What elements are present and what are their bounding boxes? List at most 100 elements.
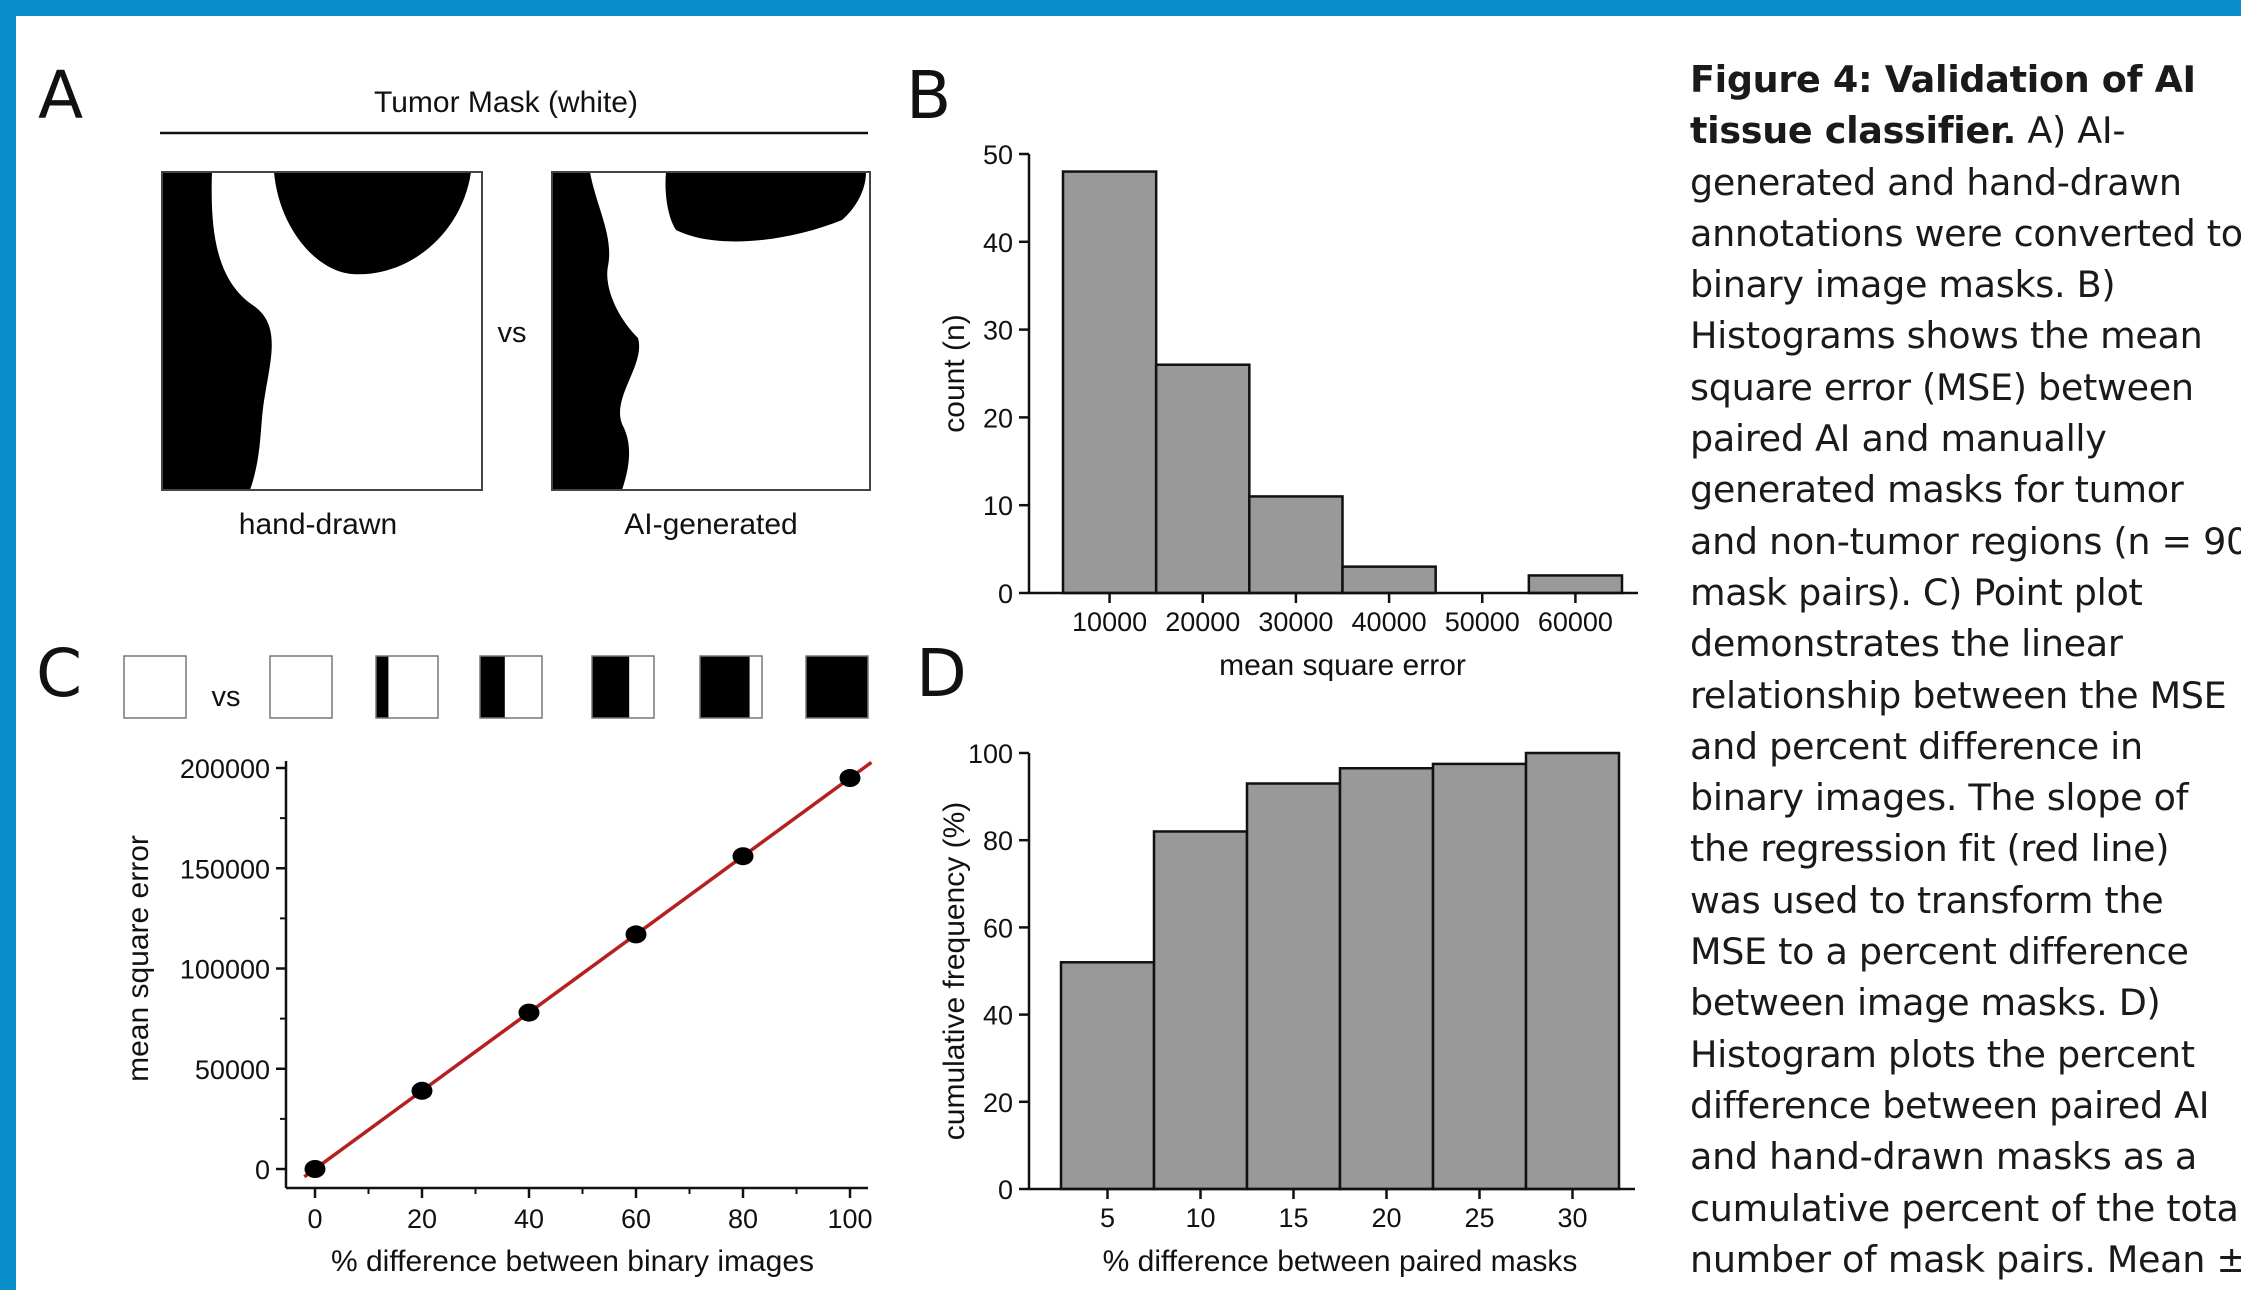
y-tick-label: 0	[998, 579, 1013, 609]
bar-25	[1431, 762, 1528, 1191]
mask-square-border	[123, 655, 187, 719]
y-tick-label: 150000	[180, 854, 270, 884]
x-axis-title: % difference between binary images	[331, 1245, 814, 1278]
panel-a-header: Tumor Mask (white)	[374, 86, 638, 119]
bar-30000	[1248, 495, 1344, 595]
y-tick-label: 40	[983, 1001, 1013, 1031]
data-point	[304, 1160, 326, 1178]
mask-square-1	[269, 655, 333, 719]
y-tick-label: 0	[255, 1155, 270, 1185]
x-tick-label: 10000	[1072, 607, 1147, 637]
mask-square-fill	[376, 656, 389, 718]
x-tick-label: 15	[1278, 1203, 1308, 1233]
data-point	[518, 1003, 540, 1022]
data-point	[625, 925, 647, 944]
y-tick-label: 100000	[180, 955, 270, 985]
mask-square-border	[375, 655, 439, 719]
caption-body: A) AI-generated and hand-drawn annotatio…	[1690, 109, 2241, 1290]
x-tick-label: 100	[827, 1204, 872, 1234]
mask-square-3	[479, 655, 543, 719]
mask-square-border	[479, 655, 543, 719]
figure-panels: A B C D Tumor Mask (white) vs hand-drawn…	[36, 57, 1638, 1278]
ai-generated-label: AI-generated	[624, 508, 797, 541]
mask-square-bg	[124, 656, 186, 718]
x-tick-label: 60	[621, 1204, 651, 1234]
panel-label-b: B	[906, 57, 951, 134]
y-tick-label: 50	[983, 140, 1013, 170]
mask-square-0	[123, 655, 187, 719]
chart-b-mse-histogram: 0 10 20 30 40 50 10000 20000 30000 40000 50000 6000…	[938, 140, 1638, 682]
x-tick-label: 30	[1557, 1203, 1587, 1233]
mask-square-border	[269, 655, 333, 719]
panel-label-a: A	[38, 57, 83, 134]
x-tick-label: 20	[407, 1204, 437, 1234]
mask-square-fill	[700, 656, 750, 718]
mask-square-bg	[270, 656, 332, 718]
x-tick-label: 80	[728, 1204, 758, 1234]
y-tick-label: 60	[983, 913, 1013, 943]
mask-square-fill	[480, 656, 505, 718]
mask-square-fill	[806, 656, 868, 718]
panel-c-mask-strip: vs	[123, 655, 869, 719]
y-axis-title: cumulative frequency (%)	[938, 802, 971, 1140]
x-axis-title: mean square error	[1219, 649, 1466, 682]
x-tick-label: 0	[307, 1204, 322, 1234]
bar-60000	[1527, 574, 1624, 595]
x-tick-label: 20000	[1165, 607, 1240, 637]
bar-5	[1059, 961, 1156, 1191]
chart-c-mse-vs-difference: 0 50000 100000 150000 200000 0 20 40 60 80 100 % di…	[122, 754, 873, 1278]
y-tick-label: 20	[983, 1088, 1013, 1118]
mask-square-4	[591, 655, 655, 719]
bar-20000	[1154, 363, 1251, 595]
data-point	[411, 1081, 433, 1100]
y-tick-label: 20	[983, 403, 1013, 433]
bar-20	[1338, 767, 1435, 1191]
mask-square-5	[699, 655, 763, 719]
x-tick-label: 5	[1100, 1203, 1115, 1233]
chart-d-cumulative-histogram: 0 20 40 60 80 100 5 10 15 20 25 30 % difference betw…	[938, 739, 1635, 1278]
bar-10	[1152, 830, 1249, 1191]
mask-square-fill	[592, 656, 630, 718]
x-tick-label: 25	[1464, 1203, 1494, 1233]
y-axis-title: count (n)	[938, 314, 971, 432]
data-point	[839, 769, 861, 788]
panel-label-d: D	[916, 635, 967, 712]
x-tick-label: 10	[1185, 1203, 1215, 1233]
mask-square-6	[805, 655, 869, 719]
y-tick-label: 10	[983, 491, 1013, 521]
x-tick-label: 20	[1371, 1203, 1401, 1233]
y-tick-label: 0	[998, 1175, 1013, 1205]
figure-caption: Figure 4: Validation of AI tissue classi…	[1690, 54, 2241, 1290]
ai-generated-mask-image	[551, 171, 871, 491]
y-tick-label: 100	[968, 739, 1013, 769]
x-tick-label: 60000	[1538, 607, 1613, 637]
bar-15	[1245, 782, 1342, 1191]
y-tick-label: 200000	[180, 754, 270, 784]
hand-drawn-label: hand-drawn	[239, 508, 397, 541]
y-tick-label: 50000	[195, 1055, 270, 1085]
figure-frame: A B C D Tumor Mask (white) vs hand-drawn…	[16, 16, 2241, 1290]
regression-line	[303, 760, 873, 1179]
x-tick-label: 40000	[1352, 607, 1427, 637]
panel-label-c: C	[36, 635, 82, 712]
y-tick-label: 80	[983, 826, 1013, 856]
x-tick-label: 30000	[1258, 607, 1333, 637]
x-axis-title: % difference between paired masks	[1103, 1245, 1578, 1278]
bar-40000	[1341, 565, 1437, 595]
bar-10000	[1061, 170, 1158, 595]
mask-square-border	[699, 655, 763, 719]
bar-30	[1524, 751, 1621, 1191]
hand-drawn-mask-image	[161, 171, 483, 491]
y-tick-label: 40	[983, 228, 1013, 258]
y-axis-title: mean square error	[122, 835, 155, 1082]
x-tick-label: 40	[514, 1204, 544, 1234]
mask-square-border	[805, 655, 869, 719]
caption-title: Figure 4: Validation of AI tissue classi…	[1690, 58, 2196, 153]
panel-c-vs-label: vs	[212, 681, 241, 713]
x-tick-label: 50000	[1445, 607, 1520, 637]
panel-a: Tumor Mask (white) vs hand-drawn AI-gene…	[160, 86, 871, 541]
y-tick-label: 30	[983, 316, 1013, 346]
data-point	[732, 847, 754, 866]
panel-a-vs-label: vs	[498, 317, 527, 349]
mask-square-border	[591, 655, 655, 719]
